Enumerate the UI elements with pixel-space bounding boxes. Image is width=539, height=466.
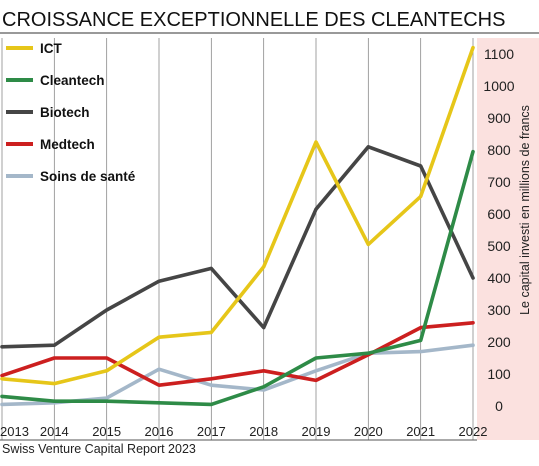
- y-tick-label-0: 0: [495, 398, 503, 414]
- y-axis-band: [477, 38, 539, 440]
- y-axis-label: Le capital investi en millions de francs: [518, 105, 532, 315]
- series-line-cleantech: [0, 149, 475, 407]
- x-tick-label-2015: 2015: [92, 424, 121, 439]
- legend-label-medtech: Medtech: [40, 137, 95, 152]
- y-tick-label-300: 300: [487, 302, 511, 318]
- y-tick-label-400: 400: [487, 270, 511, 286]
- x-tick-label-2020: 2020: [354, 424, 383, 439]
- x-tick-label-2017: 2017: [197, 424, 226, 439]
- chart-source: Swiss Venture Capital Report 2023: [2, 442, 196, 456]
- x-tick-label-2014: 2014: [40, 424, 69, 439]
- legend-label-ict: ICT: [40, 41, 63, 56]
- y-tick-label-600: 600: [487, 206, 511, 222]
- y-tick-label-1000: 1000: [483, 78, 514, 94]
- y-tick-label-1100: 1100: [484, 46, 514, 62]
- x-tick-label-2018: 2018: [249, 424, 278, 439]
- chart-title: CROISSANCE EXCEPTIONNELLE DES CLEANTECHS: [2, 9, 505, 31]
- series-line-ict: [0, 45, 475, 386]
- y-tick-label-100: 100: [487, 366, 511, 382]
- x-tick-label-2016: 2016: [145, 424, 174, 439]
- legend-label-biotech: Biotech: [40, 105, 90, 120]
- y-tick-label-700: 700: [487, 174, 511, 190]
- x-tick-label-2021: 2021: [406, 424, 435, 439]
- y-tick-label-200: 200: [487, 334, 511, 350]
- y-tick-label-900: 900: [487, 110, 511, 126]
- y-tick-label-800: 800: [487, 142, 511, 158]
- y-tick-label-500: 500: [487, 238, 511, 254]
- x-tick-label-2022: 2022: [459, 424, 488, 439]
- x-tick-label-2013: 2013: [0, 424, 29, 439]
- legend-label-cleantech: Cleantech: [40, 73, 105, 88]
- x-tick-label-2019: 2019: [302, 424, 331, 439]
- series-line-medtech: [0, 320, 475, 388]
- legend-label-soins-de-sant-: Soins de santé: [40, 169, 136, 184]
